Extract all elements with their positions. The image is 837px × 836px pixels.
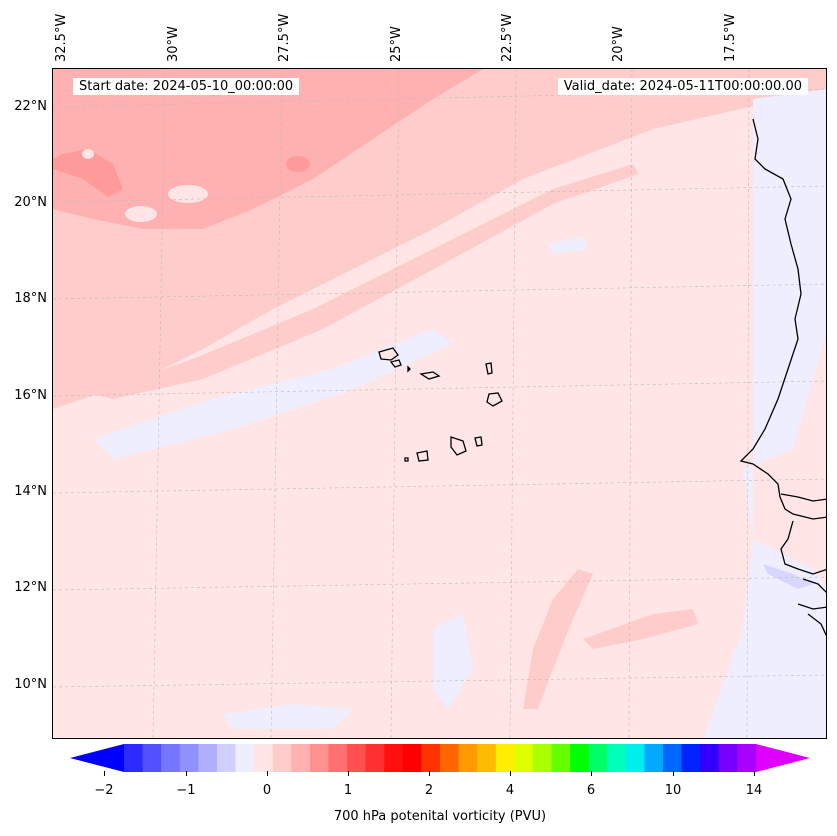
colorbar-segment: [291, 744, 311, 772]
longitude-label: 30°W: [166, 26, 181, 62]
colorbar-tick-label: −2: [94, 783, 114, 798]
colorbar-segment: [309, 744, 329, 772]
gridlines: [53, 69, 826, 738]
colorbar-segment: [235, 744, 255, 772]
colorbar-segment: [681, 744, 701, 772]
colorbar-tick-label: 2: [424, 783, 434, 798]
pv-field-blue-patch-6: [763, 564, 813, 589]
colorbar-tick-mark: [510, 771, 511, 776]
colorbar-segment: [365, 744, 385, 772]
colorbar-tick-mark: [591, 771, 592, 776]
colorbar-segment: [179, 744, 199, 772]
pv-field-pink-streak-2: [583, 609, 698, 649]
latitude-label: 10°N: [14, 677, 47, 692]
pv-field-band-max: [53, 149, 123, 197]
colorbar-segment: [718, 744, 738, 772]
colorbar-segment: [198, 744, 218, 772]
colorbar-tick-label: 1: [343, 783, 353, 798]
pv-field-hole-2: [168, 185, 208, 203]
map-canvas: [53, 69, 826, 738]
colorbar-segment: [402, 744, 422, 772]
colorbar-segment: [254, 744, 274, 772]
colorbar-tick-label: 6: [586, 783, 596, 798]
pv-field-pink-streak: [523, 569, 593, 709]
colorbar-segment: [458, 744, 478, 772]
colorbar-tick-label: −1: [176, 783, 196, 798]
colorbar-segment: [124, 744, 144, 772]
colorbar-segment: [216, 744, 237, 772]
colorbar-segment: [607, 744, 627, 772]
latitude-label: 16°N: [14, 388, 47, 403]
colorbar-segment: [625, 744, 645, 772]
valid-date-label: Valid_date: 2024-05-11T00:00:00.00: [557, 78, 808, 95]
longitude-label: 22.5°W: [500, 13, 515, 62]
colorbar-segment: [495, 744, 515, 772]
colorbar-extend-min: [70, 744, 124, 772]
colorbar-tick-mark: [673, 771, 674, 776]
colorbar-segment: [440, 744, 460, 772]
colorbar-extend-max: [756, 744, 810, 772]
pv-field-spot: [286, 156, 310, 172]
coastline-inset-1: [780, 493, 826, 502]
latitude-label: 20°N: [14, 195, 47, 210]
colorbar-tick-label: 4: [505, 783, 515, 798]
pv-field-hole-3: [82, 149, 94, 159]
colorbar-tick-label: 10: [664, 783, 682, 798]
colorbar-segment: [514, 744, 534, 772]
africa-coastline: [739, 118, 826, 637]
pv-field-blue-patch-5: [548, 237, 588, 254]
longitude-label: 17.5°W: [723, 13, 738, 62]
colorbar-tick-mark: [429, 771, 430, 776]
colorbar-segment: [161, 744, 181, 772]
colorbar-segment: [272, 744, 292, 772]
latitude-label: 18°N: [14, 291, 47, 306]
colorbar-tick-mark: [754, 771, 755, 776]
colorbar-tick-mark: [104, 771, 105, 776]
colorbar-tick-mark: [186, 771, 187, 776]
colorbar-segment: [663, 744, 683, 772]
pv-field-blue-patch-1: [93, 329, 453, 459]
colorbar-tick-label: 14: [745, 783, 763, 798]
colorbar-segment: [421, 744, 441, 772]
latitude-label: 22°N: [14, 99, 47, 114]
colorbar-segment: [477, 744, 497, 772]
colorbar-segment: [384, 744, 404, 772]
colorbar-segment: [737, 744, 757, 772]
colorbar-title: 700 hPa potenital vorticity (PVU): [333, 809, 547, 824]
colorbar-segment: [551, 744, 571, 772]
pv-field-band-diagonal: [93, 164, 638, 399]
longitude-label: 32.5°W: [54, 13, 69, 62]
pv-field-band-core: [53, 69, 483, 229]
cape-verde-islands: [378, 347, 503, 462]
colorbar-tick-mark: [267, 771, 268, 776]
start-date-label: Start date: 2024-05-10_00:00:00: [73, 78, 300, 95]
longitude-label: 25°W: [389, 26, 404, 62]
colorbar-segment: [588, 744, 608, 772]
pv-field-hole-1: [125, 206, 157, 222]
colorbar-segment: [328, 744, 348, 772]
colorbar-tick-label: 0: [262, 783, 272, 798]
latitude-label: 14°N: [14, 484, 47, 499]
colorbar-segment: [644, 744, 664, 772]
colorbar-segment: [532, 744, 553, 772]
colorbar-segment: [570, 744, 590, 772]
colorbar: [70, 744, 810, 772]
colorbar-segment: [700, 744, 720, 772]
colorbar-segment: [347, 744, 367, 772]
map-panel: Start date: 2024-05-10_00:00:00 Valid_da…: [52, 68, 827, 739]
longitude-label: 27.5°W: [277, 13, 292, 62]
colorbar-tick-mark: [348, 771, 349, 776]
pv-field-blue-patch-3: [433, 614, 473, 709]
longitude-label: 20°W: [611, 26, 626, 62]
colorbar-segment: [142, 744, 162, 772]
latitude-label: 12°N: [14, 580, 47, 595]
pv-field-blue-patch-4: [223, 704, 353, 729]
